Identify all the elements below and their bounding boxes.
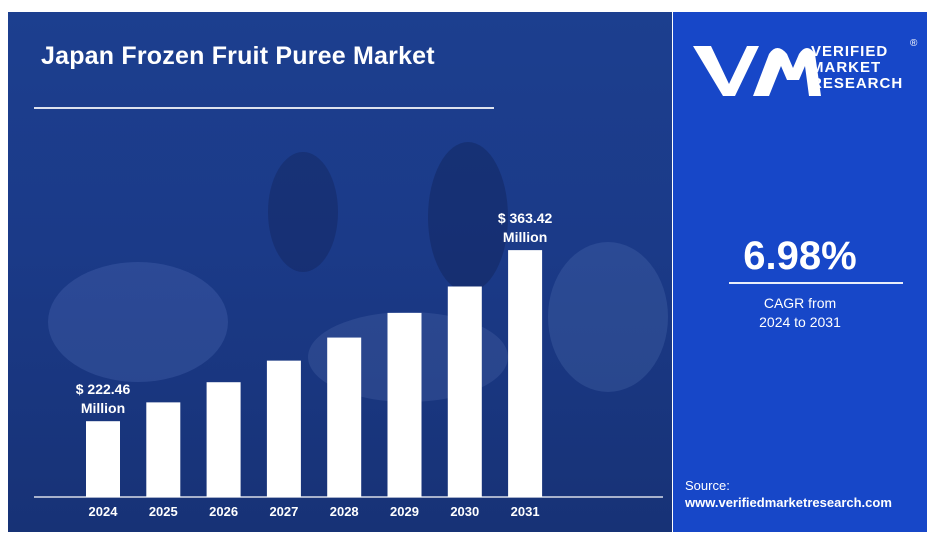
logo-m-mark (753, 48, 821, 96)
registered-mark: ® (910, 38, 918, 49)
bars-group (86, 250, 543, 497)
bar-2031 (508, 250, 543, 497)
chart-panel: Japan Frozen Fruit Puree Market 2024 2025… (8, 12, 672, 532)
bar-2026 (206, 382, 241, 497)
logo-wordmark: VERIFIED MARKET RESEARCH (811, 44, 903, 92)
bar-2024 (86, 421, 120, 497)
data-label-2024: $ 222.46 (76, 381, 131, 397)
background-blur-shape (428, 142, 508, 292)
infographic: Japan Frozen Fruit Puree Market 2024 2025… (8, 12, 927, 532)
source-url: www.verifiedmarketresearch.com (685, 495, 892, 510)
bar-2027 (266, 360, 301, 497)
logo-word-3: RESEARCH (811, 75, 904, 92)
bar-2028 (327, 337, 362, 497)
tick-label-2026: 2026 (209, 504, 238, 519)
background-blur-shape (268, 152, 338, 272)
tick-label-2028: 2028 (330, 504, 359, 519)
title-underline (34, 107, 494, 109)
bar-2029 (387, 312, 422, 497)
tick-label-2025: 2025 (149, 504, 178, 519)
x-tick-labels: 2024 2025 2026 2027 2028 2029 2030 2031 (89, 504, 540, 519)
tick-label-2024: 2024 (89, 504, 119, 519)
logo-word-1: VERIFIED (811, 43, 889, 60)
background-blur-shape (48, 262, 228, 382)
logo-v-mark (693, 46, 759, 96)
data-label-2031: Million (503, 229, 547, 245)
tick-label-2027: 2027 (269, 504, 298, 519)
bar-2030 (447, 286, 482, 497)
data-labels: $ 222.46 Million $ 363.42 Million (76, 210, 553, 416)
background-blur-shape (548, 242, 668, 392)
tick-label-2030: 2030 (450, 504, 479, 519)
tick-label-2031: 2031 (511, 504, 540, 519)
data-label-2031: $ 363.42 (498, 210, 553, 226)
cagr-value: 6.98% (743, 234, 857, 278)
logo-word-2: MARKET (811, 59, 882, 76)
tick-label-2029: 2029 (390, 504, 419, 519)
cagr-divider (729, 282, 903, 284)
data-label-2024: Million (81, 400, 125, 416)
bar-chart: 2024 2025 2026 2027 2028 2029 2030 2031 $ 222.4… (34, 210, 663, 519)
cagr-label: CAGR from 2024 to 2031 (759, 295, 841, 330)
source-label: Source: (685, 478, 730, 493)
bar-2025 (146, 402, 181, 497)
verified-market-research-logo (693, 46, 821, 96)
summary-panel: VERIFIED MARKET RESEARCH ® 6.98% CAGR fr… (673, 12, 927, 532)
chart-title: Japan Frozen Fruit Puree Market (41, 42, 435, 70)
